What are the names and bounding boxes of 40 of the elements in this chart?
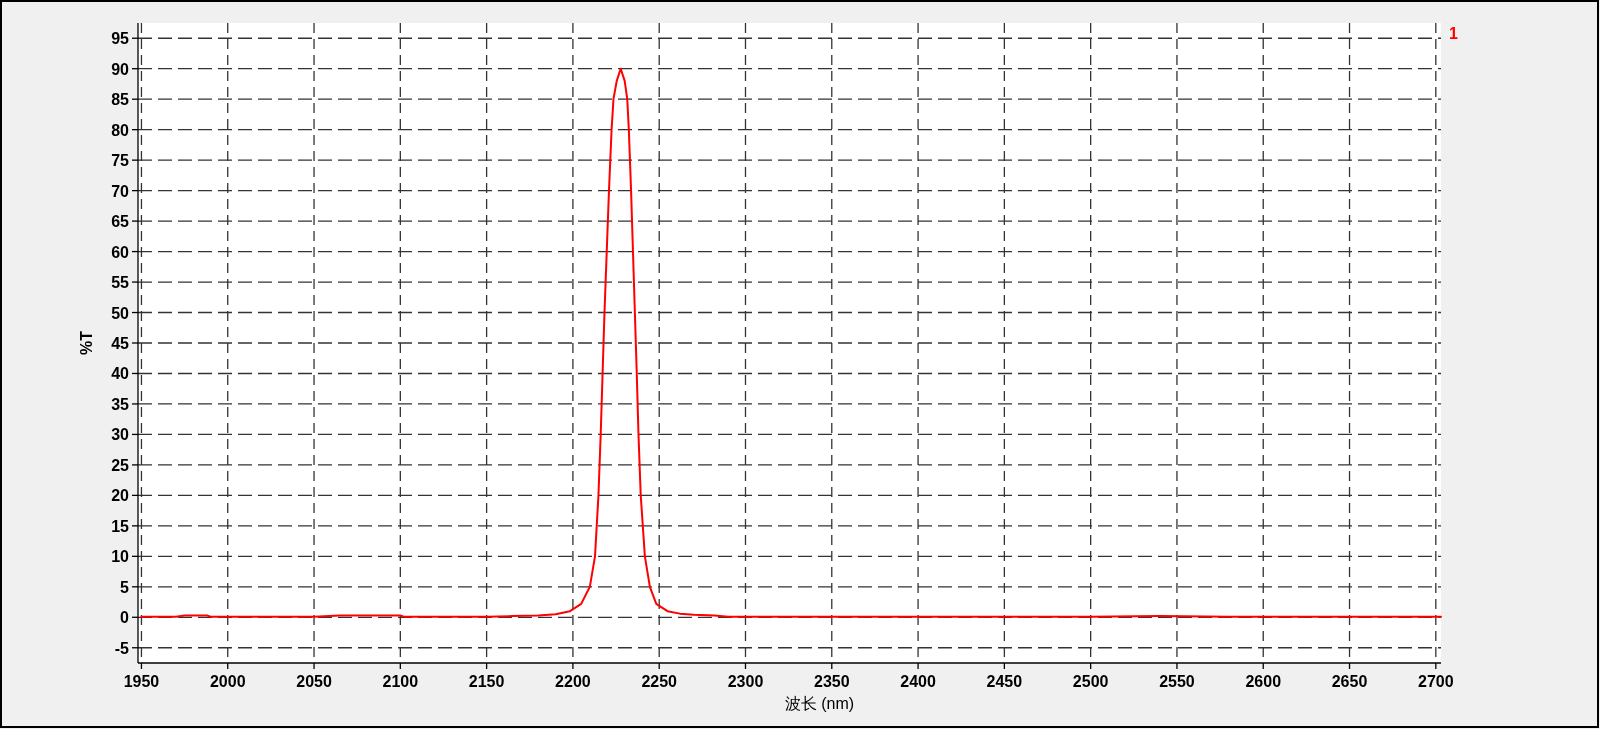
y-tick-label: 90: [111, 60, 130, 78]
x-tick-label: 2500: [1072, 673, 1109, 690]
y-tick-label: 80: [111, 121, 130, 139]
x-tick-label: 2150: [468, 673, 505, 690]
y-tick-label: 20: [111, 487, 130, 505]
x-axis-title: 波长 (nm): [784, 695, 855, 712]
x-tick-label: 2250: [641, 673, 678, 690]
x-tick-label: 2200: [555, 673, 591, 690]
text: 1: [1449, 25, 1458, 42]
x-tick-label: 2550: [1159, 673, 1195, 690]
y-tick-label: 35: [111, 395, 130, 413]
y-tick-label: 65: [111, 213, 130, 231]
x-tick-label: 1950: [123, 673, 160, 690]
x-tick-label: 2050: [296, 673, 332, 690]
y-tick-label: 30: [111, 426, 130, 444]
y-tick-label: 55: [111, 274, 130, 292]
x-tick-label: 2600: [1245, 673, 1282, 690]
y-tick-label: 85: [111, 91, 130, 109]
x-tick-label: 2000: [209, 673, 246, 690]
x-tick-label: 2350: [813, 673, 850, 690]
x-tick-label: 2100: [382, 673, 419, 690]
y-tick-label: 95: [111, 30, 130, 48]
y-tick-label: 10: [111, 548, 130, 566]
y-axis-title: %T: [78, 330, 95, 355]
y-tick-label: 45: [111, 335, 130, 352]
y-tick-label: 60: [111, 243, 130, 261]
x-tick-label: 2700: [1418, 673, 1454, 690]
y-tick-label: 70: [111, 182, 130, 200]
y-tick-label: 0: [120, 609, 130, 627]
y-tick-label: 40: [111, 365, 130, 383]
y-tick-label: 75: [111, 152, 130, 170]
y-tick-label: 15: [111, 517, 130, 535]
x-tick-label: 2650: [1331, 673, 1368, 690]
y-tick-label: 50: [111, 304, 130, 322]
x-tick-label: 2450: [986, 673, 1023, 690]
y-tick-label: 25: [111, 456, 130, 474]
y-tick-label: 5: [120, 578, 130, 596]
y-tick-label: -5: [114, 639, 130, 657]
x-tick-label: 2400: [900, 673, 936, 690]
x-tick-label: 2300: [727, 673, 764, 690]
